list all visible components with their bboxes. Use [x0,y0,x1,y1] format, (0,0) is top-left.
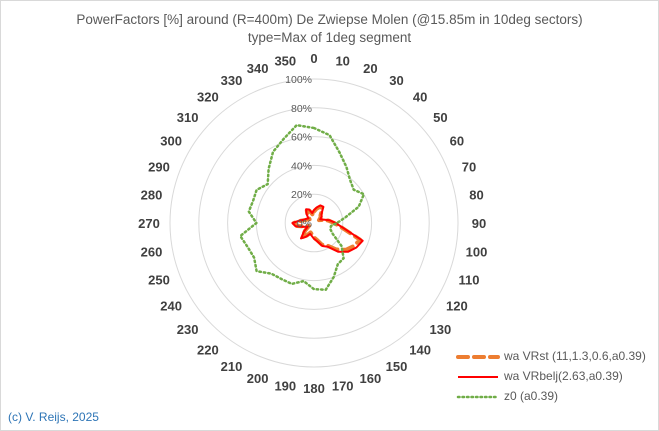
angle-label: 100 [466,245,488,260]
angle-label: 330 [221,73,243,88]
angle-label: 80 [469,187,483,202]
radial-tick-label: 0% [297,218,312,230]
grid-ring [169,78,459,368]
radial-tick-label: 60% [291,132,312,144]
legend-item-wavrst: wa VRst (11,1.3,0.6,a0.39) [456,347,656,367]
radial-tick-label: 80% [291,103,312,115]
angle-label: 50 [433,110,447,125]
angle-label: 350 [274,54,296,69]
angle-label: 30 [389,73,403,88]
chart-title-line1: PowerFactors [%] around (R=400m) De Zwie… [76,12,583,27]
angle-label: 0 [310,51,317,66]
grid-ring [227,136,401,310]
chart-title: PowerFactors [%] around (R=400m) De Zwie… [1,11,658,47]
angle-label: 220 [197,342,219,357]
angle-label: 280 [141,187,163,202]
angle-label: 210 [221,359,243,374]
angle-label: 320 [197,90,219,105]
legend-label-wavrbelj: wa VRbelj(2.63,a0.39) [504,369,623,383]
legend: wa VRst (11,1.3,0.6,a0.39) wa VRbelj(2.6… [456,347,656,407]
chart-title-line2: type=Max of 1deg segment [247,30,412,45]
angle-label: 10 [335,54,349,69]
grid-ring [284,193,344,253]
angle-label: 60 [450,134,464,149]
radial-tick-label: 20% [291,189,312,201]
angle-label: 300 [160,134,182,149]
angle-label: 140 [409,342,431,357]
legend-label-z0: z0 (a0.39) [504,389,559,403]
angle-label: 190 [274,379,296,394]
angle-label: 250 [148,272,170,287]
angle-label: 290 [148,160,170,175]
radial-tick-label: 100% [285,74,312,86]
angle-label: 230 [177,322,199,337]
angle-label: 150 [386,359,408,374]
legend-label-wavrst: wa VRst (11,1.3,0.6,a0.39) [504,349,646,363]
angle-label: 240 [160,299,182,314]
legend-item-wavrbelj: wa VRbelj(2.63,a0.39) [456,367,656,387]
angle-label: 160 [360,371,382,386]
legend-item-z0: z0 (a0.39) [456,387,656,407]
series-line-1 [291,204,364,253]
angle-label: 110 [459,272,480,287]
grid-ring [198,107,430,339]
angle-label: 40 [413,90,427,105]
angle-label: 200 [247,371,269,386]
legend-swatch-wavrbelj [458,376,498,378]
angle-label: 270 [138,216,160,231]
angle-label: 20 [363,61,377,76]
copyright-note: (c) V. Reijs, 2025 [8,410,99,424]
angle-label: 120 [446,299,468,314]
angle-label: 180 [303,381,325,396]
grid-ring [255,164,373,282]
legend-swatch-wavrst [456,355,500,359]
angle-label: 130 [430,322,452,337]
radial-tick-label: 40% [291,160,312,172]
series-line-2 [239,123,366,291]
angle-label: 170 [332,379,354,394]
angle-label: 340 [247,61,269,76]
angle-label: 70 [462,160,476,175]
legend-swatch-z0 [456,395,500,399]
angle-label: 90 [472,216,486,231]
angle-label: 260 [141,245,163,260]
angle-label: 310 [177,110,199,125]
